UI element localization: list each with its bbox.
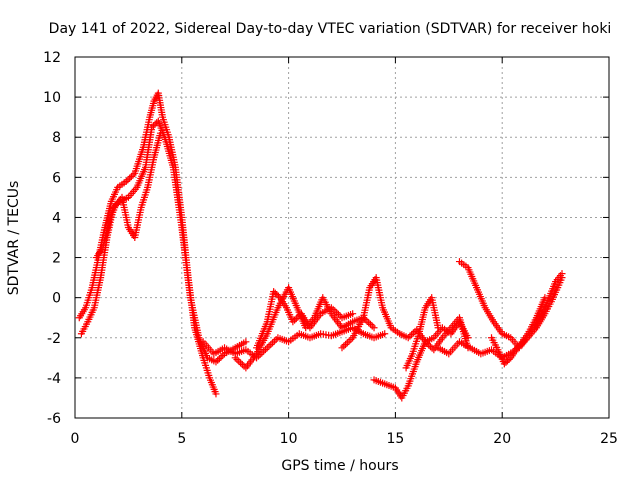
data-point-interp (365, 319, 373, 327)
data-point-interp (149, 122, 157, 130)
data-point-interp (408, 331, 416, 339)
data-point-interp (505, 355, 513, 363)
data-point-interp (129, 171, 137, 179)
data-point-interp (340, 342, 348, 350)
data-point-interp (272, 335, 280, 343)
data-point (434, 324, 442, 332)
x-axis-title: GPS time / hours (281, 458, 398, 474)
data-point-interp (233, 356, 241, 364)
y-tick-label: 10 (43, 90, 61, 106)
y-tick-label: 6 (52, 170, 61, 186)
data-point-interp (126, 174, 134, 182)
data-point-interp (271, 289, 279, 297)
y-tick-label: 8 (52, 130, 61, 146)
data-point (156, 129, 164, 137)
x-tick-label: 10 (280, 431, 298, 447)
x-tick-label: 5 (177, 431, 186, 447)
data-point-interp (294, 313, 302, 321)
data-point (500, 360, 508, 368)
data-point (370, 324, 378, 332)
data-point-interp (366, 320, 374, 328)
data-point-interp (409, 329, 417, 337)
axis-ticks (74, 56, 610, 419)
data-point-interp (406, 332, 414, 340)
data-point (381, 330, 389, 338)
y-tick-label: 2 (52, 251, 61, 267)
data-point-interp (368, 322, 376, 330)
data-point (349, 310, 357, 318)
data-point (212, 390, 220, 398)
data-point (212, 358, 220, 366)
axis-tick-labels: 0 5 10 15 20 25 -6 -4 -2 0 2 4 6 8 10 12 (43, 50, 618, 447)
x-tick-label: 0 (71, 431, 80, 447)
data-point (338, 344, 346, 352)
data-point-interp (238, 361, 246, 369)
data-point (541, 294, 549, 302)
chart-title: Day 141 of 2022, Sidereal Day-to-day VTE… (49, 21, 612, 37)
data-point-interp (274, 292, 282, 300)
data-point (404, 334, 412, 342)
x-tick-label: 15 (386, 431, 404, 447)
data-point-interp (124, 176, 132, 184)
data-point (289, 318, 297, 326)
y-tick-label: 0 (52, 291, 61, 307)
data-point-interp (235, 357, 243, 365)
data-point-interp (267, 340, 275, 348)
data-point-interp (423, 339, 431, 347)
x-tick-label: 20 (493, 431, 511, 447)
data-point (122, 177, 130, 185)
data-point (270, 288, 278, 296)
data-point-interp (265, 342, 273, 350)
data-point-interp (291, 316, 299, 324)
data-point (558, 270, 566, 278)
data-point-interp (426, 343, 434, 351)
data-point-interp (292, 315, 300, 323)
data-point (242, 338, 250, 346)
data-point-interp (127, 173, 135, 181)
plot-frame (74, 56, 610, 419)
data-point-interp (343, 339, 351, 347)
data-point-interp (273, 291, 281, 299)
y-tick-label: -6 (47, 411, 61, 427)
data-point-interp (217, 353, 225, 361)
data-point-interp (215, 355, 223, 363)
data-point-interp (342, 340, 350, 348)
x-tick-label: 25 (600, 431, 618, 447)
data-point-interp (151, 120, 159, 128)
data-point-interp (345, 337, 353, 345)
data-point-interp (237, 359, 245, 367)
y-tick-label: 4 (52, 210, 61, 226)
data-point-interp (214, 356, 222, 364)
data-point-interp (502, 358, 510, 366)
grid (75, 57, 609, 418)
data-points (75, 89, 566, 402)
data-point-interp (269, 339, 277, 347)
y-tick-label: -4 (47, 371, 61, 387)
data-point-interp (425, 341, 433, 349)
y-tick-label: 12 (43, 50, 61, 66)
data-point (421, 338, 429, 346)
data-point (148, 123, 156, 131)
data-point-interp (504, 357, 512, 365)
data-point-interp (219, 351, 227, 359)
y-axis-title: SDTVAR / TECUs (6, 181, 22, 296)
y-tick-label: -2 (47, 331, 61, 347)
